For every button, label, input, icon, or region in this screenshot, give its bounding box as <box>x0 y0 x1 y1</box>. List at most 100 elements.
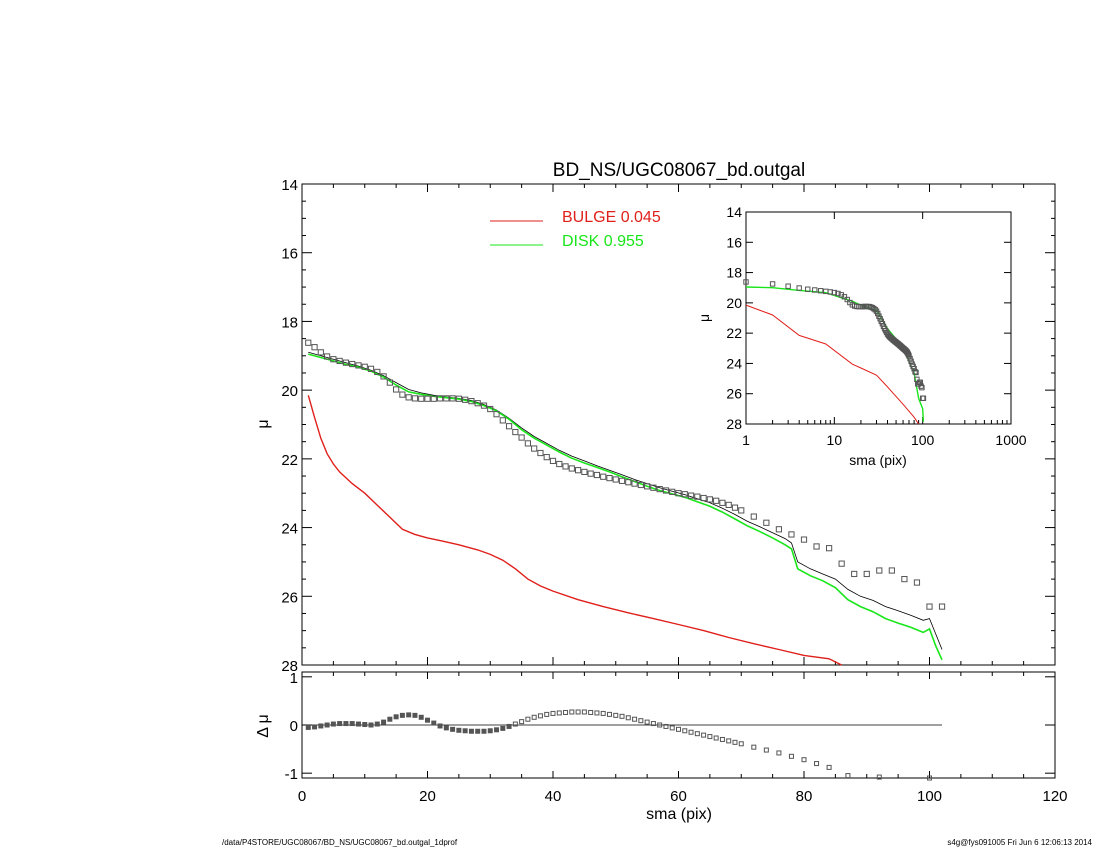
data-point <box>424 395 431 402</box>
data-point <box>713 497 720 504</box>
data-point <box>575 467 582 474</box>
residual-point <box>738 741 744 747</box>
inset-data-point <box>920 395 927 401</box>
inset-y-tick-label: 16 <box>726 234 742 250</box>
data-point <box>367 365 375 372</box>
data-point <box>487 405 494 413</box>
residual-point <box>814 761 820 767</box>
main-y-tick-label: 24 <box>281 521 298 538</box>
legend-disk-label: DISK 0.955 <box>562 233 644 250</box>
data-point <box>443 395 450 402</box>
residual-point <box>600 710 606 716</box>
residual-ylabel: Δ μ <box>255 714 272 737</box>
inset-data-point <box>912 369 918 375</box>
data-point <box>644 483 651 490</box>
main-title: BD_NS/UGC08067_bd.outgal <box>553 160 805 181</box>
data-point <box>468 398 475 405</box>
residual-x-tick-label: 120 <box>1042 788 1067 805</box>
residual-point <box>845 773 851 779</box>
residual-point <box>544 711 550 717</box>
residual-point <box>676 726 681 732</box>
data-point <box>625 479 632 486</box>
data-point <box>800 536 808 543</box>
data-point <box>411 395 419 402</box>
residual-point <box>688 729 694 735</box>
disk-line <box>308 353 943 661</box>
main-panel: BD_NS/UGC08067_bd.outgal 14 16 18 20 22 24 26 2… <box>255 160 1056 675</box>
residual-x-tick-label: 60 <box>670 788 687 805</box>
residual-point <box>927 775 932 781</box>
inset-data-point <box>835 290 841 297</box>
inset-data-point <box>919 384 925 391</box>
residual-point <box>650 721 656 727</box>
legend: BULGE 0.045 DISK 0.955 <box>490 209 661 250</box>
inset-data-point <box>831 289 838 296</box>
data-point <box>788 531 795 538</box>
data-point <box>700 494 707 502</box>
residual-point <box>531 714 537 720</box>
data-point <box>913 579 921 586</box>
residual-point <box>506 723 512 729</box>
residual-point <box>475 728 481 734</box>
residual-point <box>594 710 600 716</box>
data-point <box>775 526 782 533</box>
residual-point <box>349 721 355 727</box>
inset-x-tick-label: 1000 <box>995 432 1026 448</box>
data-point <box>738 507 745 514</box>
data-point <box>505 423 513 430</box>
residual-point <box>406 712 412 718</box>
residual-x-tick-label: 0 <box>298 788 306 805</box>
residual-x-tick-label: 100 <box>917 788 942 805</box>
data-point <box>888 567 895 574</box>
data-point <box>399 391 406 398</box>
data-point <box>863 570 870 578</box>
data-point <box>405 394 412 401</box>
main-y-tick-label: 26 <box>281 589 298 606</box>
model-total-line <box>308 351 943 650</box>
inset-x-tick-label: 1 <box>742 432 750 448</box>
inset-data-point <box>785 283 791 289</box>
residual-x-tick-label: 20 <box>419 788 436 805</box>
data-point <box>587 470 594 477</box>
residual-point <box>481 728 487 734</box>
residual-point <box>318 723 324 729</box>
inset-x-tick-label: 10 <box>827 432 843 448</box>
residual-point <box>657 722 663 728</box>
footer-timestamp: s4g@fys091005 Fri Jun 6 12:06:13 2014 <box>947 838 1092 847</box>
residual-point <box>638 718 644 724</box>
residual-point <box>625 715 631 721</box>
data-point <box>549 457 557 465</box>
inset-data-point <box>913 369 919 376</box>
inset-y-tick-label: 22 <box>726 325 742 341</box>
residual-point <box>575 709 581 715</box>
data-point <box>851 570 858 578</box>
data-point <box>349 360 356 368</box>
data-point <box>562 463 569 470</box>
residual-point <box>399 712 405 718</box>
residual-point <box>569 709 575 715</box>
inset-data-point <box>796 285 802 291</box>
data-point <box>593 471 601 479</box>
data-point <box>813 543 820 550</box>
data-point <box>826 545 833 552</box>
residual-point <box>519 719 525 725</box>
residual-point <box>456 727 462 733</box>
residual-point <box>343 721 349 727</box>
data-point <box>537 449 544 457</box>
inset-x-tick-label: 100 <box>911 432 935 448</box>
residual-point <box>393 714 399 720</box>
residual-point <box>719 736 725 742</box>
residual-point <box>701 732 707 738</box>
residual-point <box>713 735 719 741</box>
data-point <box>694 493 701 500</box>
data-point <box>662 487 670 494</box>
residual-point <box>381 719 387 725</box>
data-point <box>531 445 538 452</box>
residual-point <box>669 725 675 731</box>
residual-point <box>726 738 732 744</box>
inset-y-tick-label: 28 <box>726 416 742 432</box>
data-point <box>681 491 688 498</box>
inset-data-point <box>812 287 818 293</box>
residual-point <box>682 728 688 734</box>
